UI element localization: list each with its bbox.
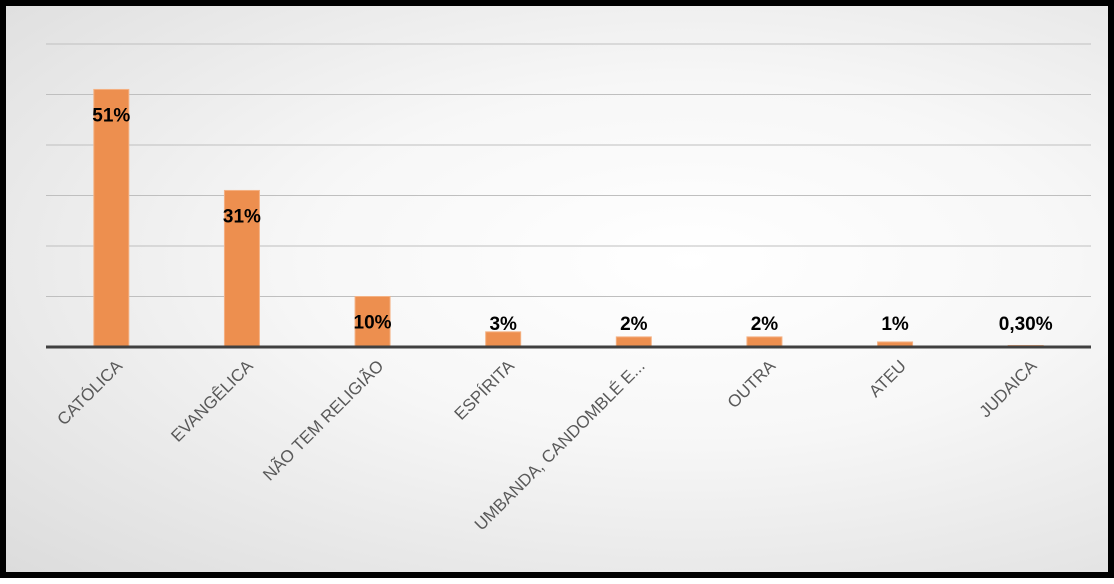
category-label: JUDAICA	[976, 356, 1041, 421]
category-label: CATÓLICA	[53, 356, 126, 429]
data-label: 1%	[881, 314, 909, 335]
category-label: ATEU	[865, 356, 910, 401]
data-label: 2%	[620, 314, 648, 335]
data-label: 0,30%	[999, 314, 1053, 335]
category-label: NÃO TEM RELIGIÃO	[259, 356, 387, 484]
bar-chart: 51% 31% 10% 3% 2% 2% 1% 0,30% CATÓLICA EVANGÊLICA…	[46, 43, 1091, 534]
bar-5	[615, 336, 652, 348]
bar-1	[93, 88, 130, 348]
data-label: 10%	[354, 313, 392, 334]
data-label: 31%	[223, 206, 261, 227]
category-label: EVANGÊLICA	[167, 356, 257, 446]
data-label: 3%	[489, 314, 517, 335]
category-label: ESPÍRITA	[451, 356, 519, 424]
data-label: 51%	[92, 105, 130, 126]
category-label: OUTRA	[724, 356, 780, 412]
bar-6	[746, 336, 783, 348]
data-label: 2%	[751, 314, 779, 335]
bar-3	[354, 296, 391, 348]
